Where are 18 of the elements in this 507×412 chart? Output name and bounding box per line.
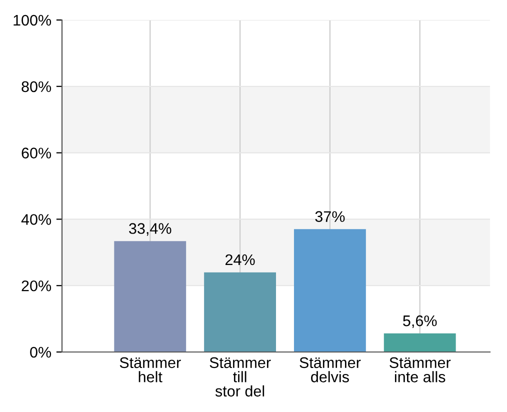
y-tick-label: 100% <box>14 14 52 26</box>
data-label: 5,6% <box>403 315 437 328</box>
data-label: 37% <box>315 211 345 222</box>
x-tick-label: Stämmer helt <box>120 357 181 382</box>
y-tick-label: 0% <box>30 346 52 358</box>
data-label: 24% <box>226 254 255 266</box>
y-tick-label: 80% <box>22 81 52 92</box>
y-tick-label: 60% <box>22 148 52 158</box>
x-tick-label: Stämmer till stor del <box>210 357 271 397</box>
y-tick-label: 40% <box>21 214 52 225</box>
bar <box>204 272 276 352</box>
data-label: 33,4% <box>129 223 172 236</box>
bar <box>384 333 456 352</box>
x-tick-label: Stämmer delvis <box>300 357 361 382</box>
bar <box>294 229 366 352</box>
y-tick-label: 20% <box>22 280 52 292</box>
x-tick-label: Stämmer inte alls <box>390 357 451 382</box>
bar <box>114 241 186 352</box>
